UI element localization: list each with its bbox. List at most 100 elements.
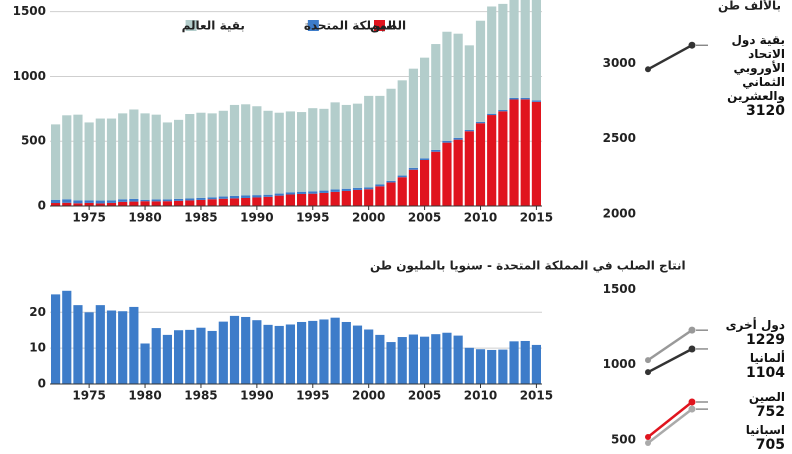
value-label: 752 xyxy=(755,404,785,420)
bar-segment xyxy=(84,202,94,206)
bar-segment xyxy=(408,169,418,206)
bar-segment xyxy=(330,191,340,206)
bar-segment xyxy=(520,97,530,100)
y-tick-label: 20 xyxy=(29,305,46,319)
bar xyxy=(51,294,61,384)
chart-title: بالألف طن xyxy=(718,0,781,13)
legend-label: بقية العالم xyxy=(182,19,245,33)
bar xyxy=(498,349,508,384)
bar-segment xyxy=(498,3,508,110)
bar-segment xyxy=(174,198,184,201)
bar xyxy=(330,317,340,384)
bar-segment xyxy=(140,113,150,200)
series-name: الصين xyxy=(748,390,785,404)
bar-segment xyxy=(330,102,340,190)
value-label: 3120 xyxy=(746,103,785,120)
bar-segment xyxy=(420,57,430,159)
bar-segment xyxy=(453,137,463,140)
y-tick-label: 1500 xyxy=(13,4,46,18)
bar-segment xyxy=(229,195,240,199)
bar-segment xyxy=(297,191,307,194)
x-tick-label: 1980 xyxy=(128,211,161,225)
bar-segment xyxy=(386,88,396,181)
bar-segment xyxy=(531,101,541,206)
bar-segment xyxy=(408,167,418,170)
slope-label: ألمانيا 1104 xyxy=(693,351,785,382)
y-tick-label: 500 xyxy=(611,432,636,446)
bar-segment xyxy=(375,186,385,206)
slope-line xyxy=(647,408,693,444)
bar xyxy=(162,334,172,384)
bar-segment xyxy=(263,194,273,197)
bar-segment xyxy=(185,198,195,201)
bar-segment xyxy=(520,99,530,206)
bar-segment xyxy=(364,189,374,206)
bar-segment xyxy=(62,202,72,206)
bar xyxy=(487,349,497,384)
bar xyxy=(341,321,351,384)
bar-segment xyxy=(453,33,463,138)
bar-segment xyxy=(241,195,251,198)
bar-segment xyxy=(442,140,452,143)
bar-segment xyxy=(285,194,295,206)
bar xyxy=(319,319,329,384)
bar xyxy=(263,324,273,384)
x-tick-label: 1975 xyxy=(72,211,105,225)
bar-segment xyxy=(308,108,318,192)
bar-segment xyxy=(319,192,329,206)
bar xyxy=(308,320,318,384)
bar-segment xyxy=(397,175,407,178)
bar xyxy=(274,325,284,384)
bar-segment xyxy=(263,110,273,195)
bar xyxy=(352,325,363,384)
bar xyxy=(375,334,385,384)
bar-segment xyxy=(487,6,497,114)
bar xyxy=(442,332,452,384)
slope-line xyxy=(647,329,693,362)
bar-segment xyxy=(118,199,128,202)
slope-end xyxy=(688,405,696,413)
bar xyxy=(397,337,407,384)
bar-segment xyxy=(431,149,441,152)
bar-segment xyxy=(386,182,396,206)
bar-segment xyxy=(229,104,240,196)
bar-segment xyxy=(95,118,105,201)
bar xyxy=(185,329,195,384)
bar xyxy=(129,306,139,384)
bar-segment xyxy=(252,195,262,198)
bar-segment xyxy=(308,191,318,194)
bar-segment xyxy=(442,31,452,141)
bar-segment xyxy=(364,187,374,190)
bar xyxy=(464,347,474,384)
x-tick-label: 2010 xyxy=(464,389,497,403)
bar-segment xyxy=(95,200,105,204)
bar-segment xyxy=(397,177,407,206)
bar-segment xyxy=(531,0,541,101)
bar-segment xyxy=(106,202,117,206)
x-tick-label: 2005 xyxy=(408,389,441,403)
bar-segment xyxy=(162,201,172,206)
x-tick-label: 2015 xyxy=(520,389,553,403)
bar xyxy=(509,341,519,384)
bar-segment xyxy=(51,199,61,204)
bar xyxy=(386,342,396,384)
chart-title: انتاج الصلب في المملكة المتحدة - سنويا ب… xyxy=(370,259,686,274)
bar-segment xyxy=(475,20,486,122)
bar-segment xyxy=(464,131,474,206)
bar-segment xyxy=(431,44,441,150)
bar-segment xyxy=(207,113,217,198)
bar-segment xyxy=(62,115,72,200)
legend-swatch xyxy=(185,20,197,31)
slope-end xyxy=(688,41,696,49)
bar-segment xyxy=(442,142,452,206)
y-tick-label: 10 xyxy=(29,341,46,355)
bar xyxy=(229,315,240,384)
bar xyxy=(531,344,541,384)
bar-segment xyxy=(509,99,519,206)
bar-segment xyxy=(140,199,150,202)
bar-segment xyxy=(352,187,363,190)
slope-start xyxy=(645,433,651,440)
slope-start xyxy=(645,357,651,364)
x-tick-label: 1980 xyxy=(128,389,161,403)
